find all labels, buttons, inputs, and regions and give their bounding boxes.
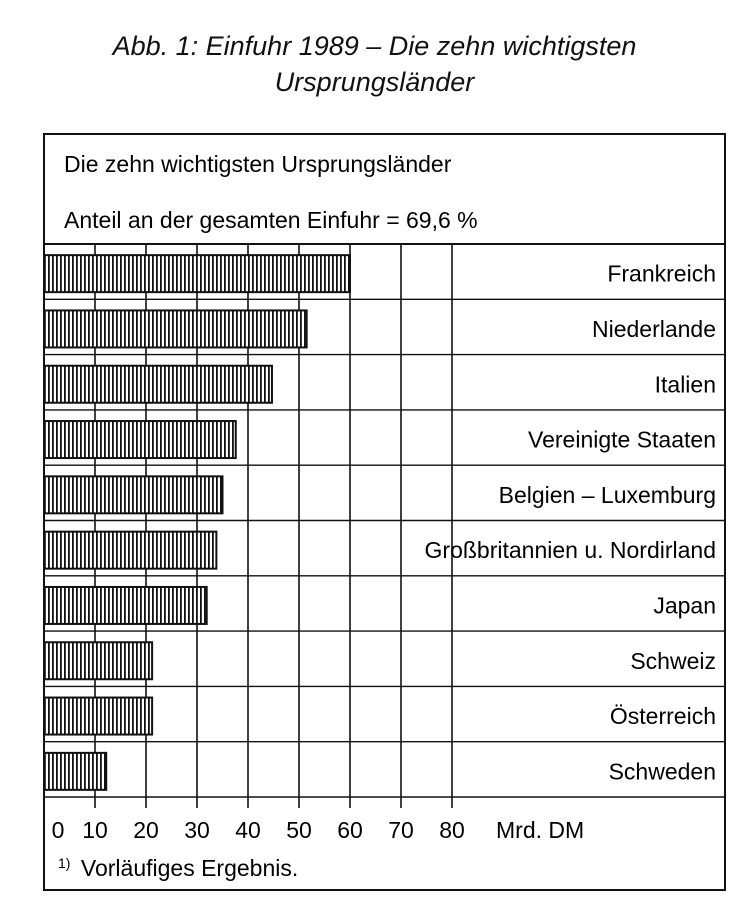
bar [43, 641, 154, 681]
bar [43, 254, 351, 294]
category-label: Italien [655, 371, 716, 397]
x-tick-label: 60 [337, 817, 363, 843]
bar [43, 475, 224, 515]
x-tick-labels: 0 10 20 30 40 50 60 70 80 [52, 817, 465, 843]
x-tick-label: 30 [184, 817, 210, 843]
footnote-marker: 1) [58, 855, 70, 871]
category-label: Japan [653, 592, 716, 618]
bar [43, 530, 218, 570]
x-tick-label: 0 [52, 817, 65, 843]
category-label: Großbritannien u. Nordirland [425, 537, 716, 563]
figure-title-line-2: Ursprungsländer [274, 67, 475, 97]
category-label: Frankreich [607, 261, 716, 287]
bar [43, 420, 237, 460]
bar [43, 364, 273, 404]
footnote: 1) Vorläufiges Ergebnis. [58, 855, 298, 881]
category-label: Schweiz [630, 648, 716, 674]
category-label: Österreich [610, 703, 716, 729]
bars [43, 254, 351, 791]
x-tick-label: 10 [82, 817, 108, 843]
x-tick-label: 40 [235, 817, 261, 843]
bar [43, 309, 308, 349]
x-tick-label: 70 [388, 817, 414, 843]
x-tick-label: 80 [439, 817, 465, 843]
footnote-text: Vorläufiges Ergebnis. [81, 855, 298, 881]
bar [43, 585, 208, 625]
x-tick-label: 50 [286, 817, 312, 843]
header-line-2: Anteil an der gesamten Einfuhr = 69,6 % [64, 207, 478, 233]
header-line-1: Die zehn wichtigsten Ursprungsländer [64, 151, 452, 177]
bar [43, 696, 154, 736]
figure-title-line-1: Abb. 1: Einfuhr 1989 – Die zehn wichtigs… [112, 31, 637, 61]
x-tick-label: 20 [133, 817, 159, 843]
row-dividers [44, 298, 725, 798]
category-label: Schweden [609, 758, 716, 784]
category-label: Belgien – Luxemburg [499, 482, 716, 508]
x-unit-label: Mrd. DM [496, 817, 584, 843]
bar [43, 751, 108, 791]
category-labels: Frankreich Niederlande Italien Vereinigte S… [425, 261, 716, 785]
category-label: Vereinigte Staaten [528, 427, 716, 453]
category-label: Niederlande [592, 316, 716, 342]
